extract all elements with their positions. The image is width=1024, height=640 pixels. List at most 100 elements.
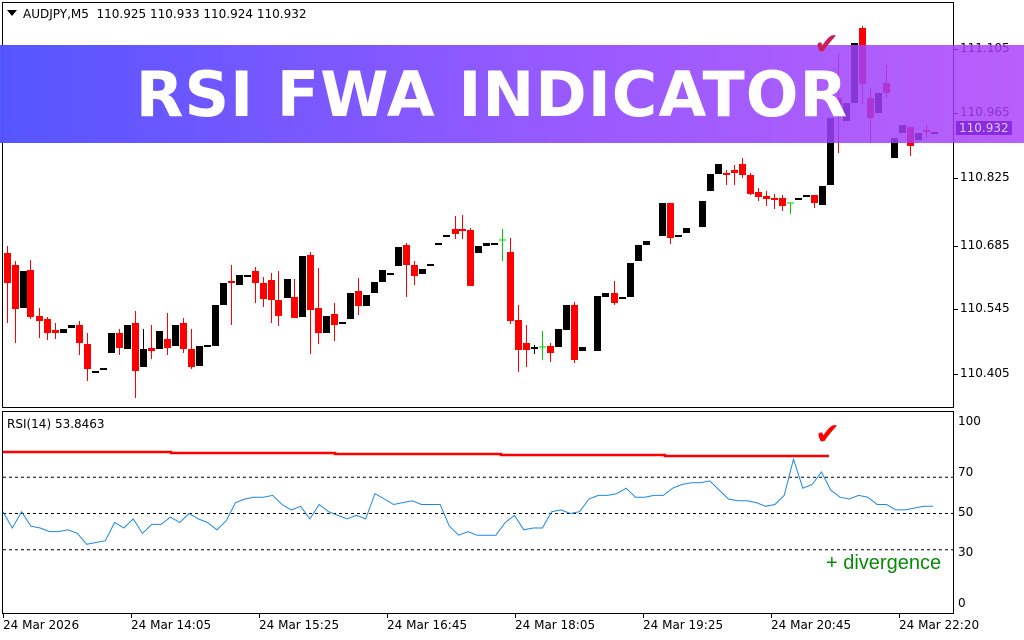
time-tick-label: 24 Mar 16:45	[387, 618, 468, 632]
candle	[204, 345, 211, 347]
candle	[739, 158, 746, 178]
price-tick-label: 110.685	[960, 238, 1010, 252]
time-tick	[771, 614, 772, 618]
candle	[164, 313, 171, 355]
candle	[779, 195, 786, 211]
candle	[419, 269, 426, 274]
candle	[555, 329, 562, 347]
candle	[643, 241, 650, 245]
price-tick	[954, 246, 958, 247]
candle	[715, 164, 722, 174]
candle	[707, 174, 714, 191]
candle	[427, 264, 434, 266]
candle	[491, 243, 498, 245]
candle	[244, 275, 251, 277]
candle	[284, 279, 291, 298]
checkmark-icon: ✔	[815, 417, 841, 452]
candle	[699, 201, 706, 227]
candle	[307, 252, 314, 354]
symbol-header: AUDJPY,M5 110.925 110.933 110.924 110.93…	[7, 7, 306, 21]
candle	[172, 325, 179, 346]
candle	[355, 278, 362, 315]
candle	[20, 271, 27, 308]
candle	[44, 317, 51, 340]
candle	[220, 283, 227, 305]
candle	[60, 329, 67, 333]
price-tick	[954, 374, 958, 375]
candle	[275, 271, 282, 326]
time-tick-label: 24 Mar 14:05	[131, 618, 212, 632]
candle	[771, 194, 778, 209]
rsi-level-label: 70	[958, 465, 974, 479]
candle	[379, 270, 386, 282]
candle	[627, 263, 634, 297]
candle	[180, 318, 187, 353]
candle	[140, 329, 147, 367]
price-tick-label: 110.825	[960, 170, 1010, 184]
candle	[84, 333, 91, 381]
candle	[188, 329, 195, 369]
time-tick-label: 24 Mar 22:20	[899, 618, 980, 632]
candle	[811, 195, 818, 208]
rsi-level-label: 0	[958, 596, 966, 610]
candle	[411, 261, 418, 285]
candle	[803, 195, 810, 197]
candle	[12, 261, 19, 343]
candle	[547, 343, 554, 362]
candle	[667, 203, 674, 244]
candle	[363, 295, 370, 306]
time-tick	[259, 614, 260, 618]
candle	[148, 325, 155, 359]
candle	[403, 243, 410, 297]
candle	[260, 277, 267, 307]
candle	[156, 331, 163, 349]
candle	[483, 243, 490, 246]
time-tick	[3, 614, 4, 618]
candle	[443, 235, 450, 237]
candle	[395, 247, 402, 266]
candle	[124, 325, 131, 349]
candle	[611, 281, 618, 305]
rsi-panel[interactable]: RSI(14) 53.8463 ✔ + divergence	[2, 411, 955, 614]
candle	[539, 331, 546, 360]
time-tick	[643, 614, 644, 618]
candle	[723, 170, 730, 185]
time-tick-label: 24 Mar 18:05	[515, 618, 596, 632]
candle	[236, 275, 243, 285]
candle	[212, 305, 219, 346]
time-tick	[387, 614, 388, 618]
candle	[252, 267, 259, 303]
candle	[291, 279, 298, 318]
candle	[571, 302, 578, 363]
candle	[452, 216, 459, 239]
price-tick-label: 110.405	[960, 366, 1010, 380]
candle	[116, 329, 123, 355]
candle	[619, 297, 626, 299]
candle	[579, 347, 586, 351]
candle	[787, 202, 794, 214]
symbol-name: AUDJPY,M5	[23, 7, 89, 21]
time-tick-label: 24 Mar 15:25	[259, 618, 340, 632]
candle	[531, 345, 538, 354]
rsi-line-series	[2, 450, 955, 551]
rsi-level-label: 50	[958, 505, 974, 519]
candle	[499, 229, 506, 261]
ohlc-values: 110.925 110.933 110.924 110.932	[96, 7, 307, 21]
price-tick	[954, 309, 958, 310]
candle	[4, 246, 11, 323]
current-price-tag: 110.932	[956, 121, 1012, 135]
price-tick	[954, 178, 958, 179]
candle	[331, 303, 338, 341]
candle	[108, 333, 115, 353]
candle	[27, 260, 34, 319]
candle	[795, 198, 802, 200]
candle	[196, 346, 203, 366]
candle	[387, 273, 394, 275]
candle	[475, 246, 482, 253]
candle	[659, 203, 666, 236]
candle	[132, 311, 139, 398]
time-tick-label: 24 Mar 20:45	[771, 618, 852, 632]
candle	[683, 228, 690, 233]
triangle-down-icon[interactable]	[7, 10, 17, 16]
candle	[459, 215, 466, 239]
